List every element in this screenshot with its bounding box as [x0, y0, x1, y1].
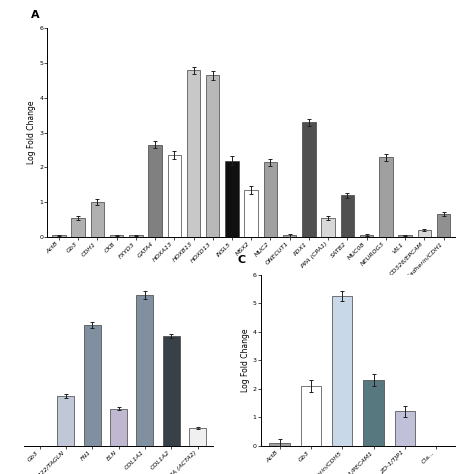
- Bar: [225, 161, 239, 237]
- Bar: [395, 411, 415, 446]
- Bar: [57, 396, 74, 446]
- Bar: [129, 235, 143, 237]
- Bar: [187, 70, 200, 237]
- Text: C: C: [237, 255, 246, 264]
- Bar: [83, 325, 101, 446]
- Bar: [72, 218, 85, 237]
- Bar: [321, 218, 335, 237]
- Bar: [264, 162, 277, 237]
- Bar: [168, 155, 181, 237]
- Bar: [332, 296, 352, 446]
- Bar: [341, 195, 354, 237]
- Text: A: A: [31, 10, 40, 20]
- Bar: [398, 235, 412, 237]
- Bar: [418, 230, 431, 237]
- Bar: [283, 235, 296, 237]
- Bar: [189, 428, 206, 446]
- Bar: [302, 122, 316, 237]
- Bar: [245, 190, 258, 237]
- Bar: [379, 157, 392, 237]
- Bar: [360, 235, 374, 237]
- Bar: [137, 295, 154, 446]
- Bar: [437, 214, 450, 237]
- Bar: [91, 202, 104, 237]
- Bar: [110, 409, 127, 446]
- Bar: [364, 380, 384, 446]
- Bar: [269, 443, 290, 446]
- Y-axis label: Log Fold Change: Log Fold Change: [27, 101, 36, 164]
- Bar: [206, 75, 219, 237]
- Bar: [148, 145, 162, 237]
- Bar: [110, 235, 123, 237]
- Bar: [301, 386, 321, 446]
- Bar: [52, 235, 66, 237]
- Bar: [163, 336, 180, 446]
- Y-axis label: Log Fold Change: Log Fold Change: [241, 328, 250, 392]
